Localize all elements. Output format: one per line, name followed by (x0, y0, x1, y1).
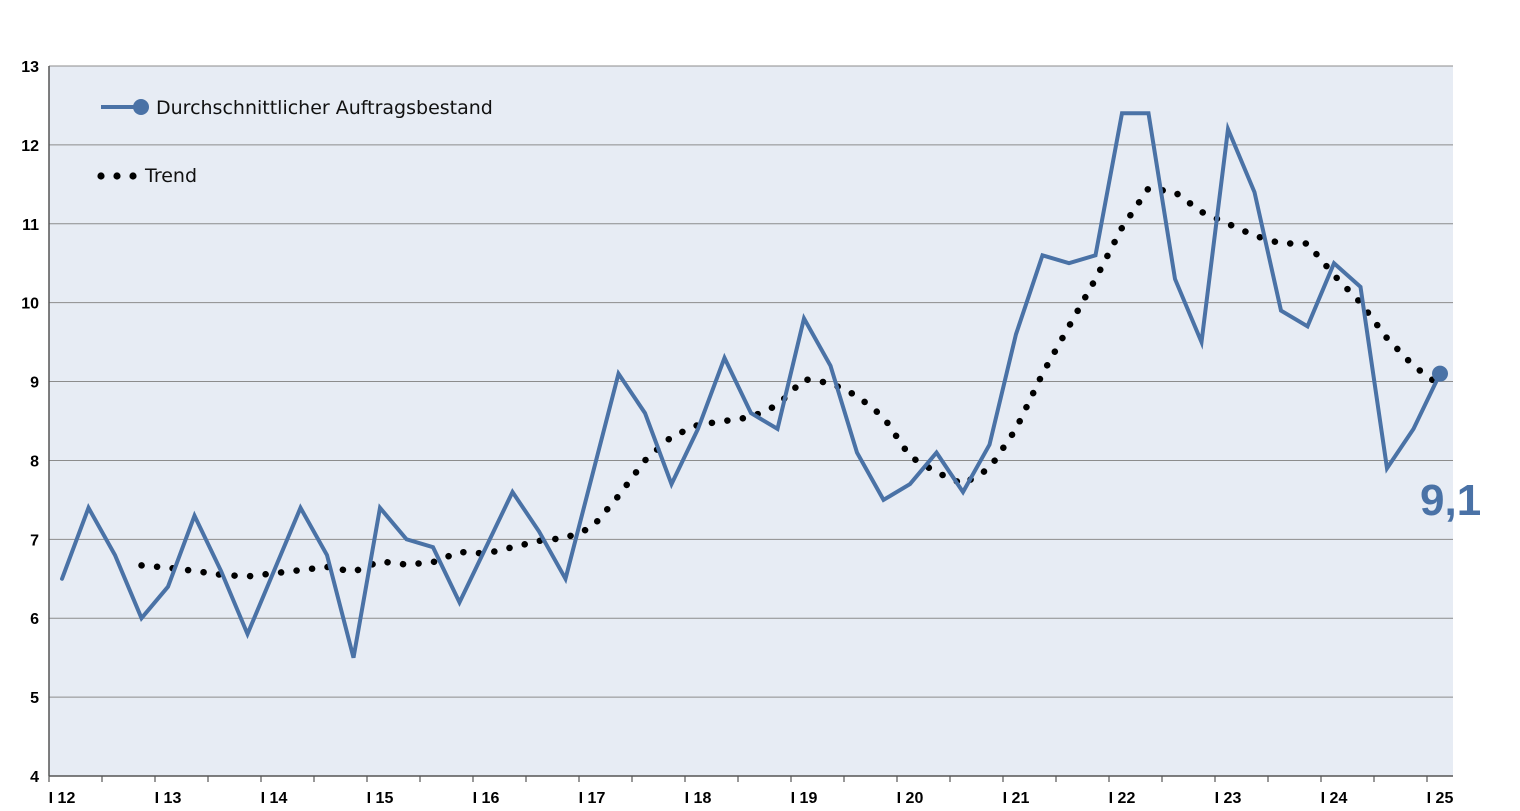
y-tick-label: 12 (21, 138, 39, 155)
y-tick-label: 11 (22, 217, 39, 234)
y-tick-label: 10 (21, 296, 39, 313)
y-tick-label: 8 (30, 453, 39, 470)
plot-area (49, 66, 1453, 776)
x-tick-label: I 19 (791, 790, 818, 807)
end-value-label: 9,1 (1420, 476, 1481, 525)
x-tick-labels: I 12 I 13 I 14 I 15 I 16 I 17 I 18 I 19 I 20 I 21… (49, 790, 1454, 807)
legend-trend-label: Trend (144, 165, 197, 187)
x-tick-label: I 22 (1109, 790, 1136, 807)
series-end-marker (1432, 365, 1448, 382)
y-tick-label: 7 (30, 532, 39, 549)
x-tick-label: I 24 (1321, 790, 1348, 807)
trend-line (138, 184, 1444, 580)
y-tick-label: 5 (30, 690, 39, 707)
x-tick-marks (48, 776, 1428, 782)
legend-trend-swatch (97, 172, 137, 180)
x-tick-label: I 21 (1003, 790, 1030, 807)
series-line (60, 111, 1442, 659)
legend-series-label: Durchschnittlicher Auftragsbestand (156, 97, 493, 119)
x-tick-label: I 20 (897, 790, 924, 807)
x-tick-label: I 23 (1215, 790, 1242, 807)
series-layer (60, 111, 1448, 659)
x-tick-label: I 18 (685, 790, 712, 807)
x-tick-label: I 12 (49, 790, 76, 807)
x-tick-label: I 14 (261, 790, 288, 807)
y-tick-label: 13 (21, 59, 39, 76)
legend: Durchschnittlicher Auftragsbestand Trend (97, 97, 493, 187)
y-tick-label: 4 (30, 769, 39, 786)
x-tick-label: I 16 (473, 790, 500, 807)
x-tick-label: I 13 (155, 790, 182, 807)
y-tick-label: 6 (30, 611, 39, 628)
x-tick-label: I 15 (367, 790, 394, 807)
legend-series-swatch-marker (133, 99, 149, 115)
y-tick-labels: 4 5 6 7 8 9 10 11 12 13 (21, 59, 39, 786)
x-tick-label: I 25 (1427, 790, 1454, 807)
gridlines (49, 65, 1453, 698)
x-tick-label: I 17 (579, 790, 606, 807)
y-tick-label: 9 (30, 375, 39, 392)
